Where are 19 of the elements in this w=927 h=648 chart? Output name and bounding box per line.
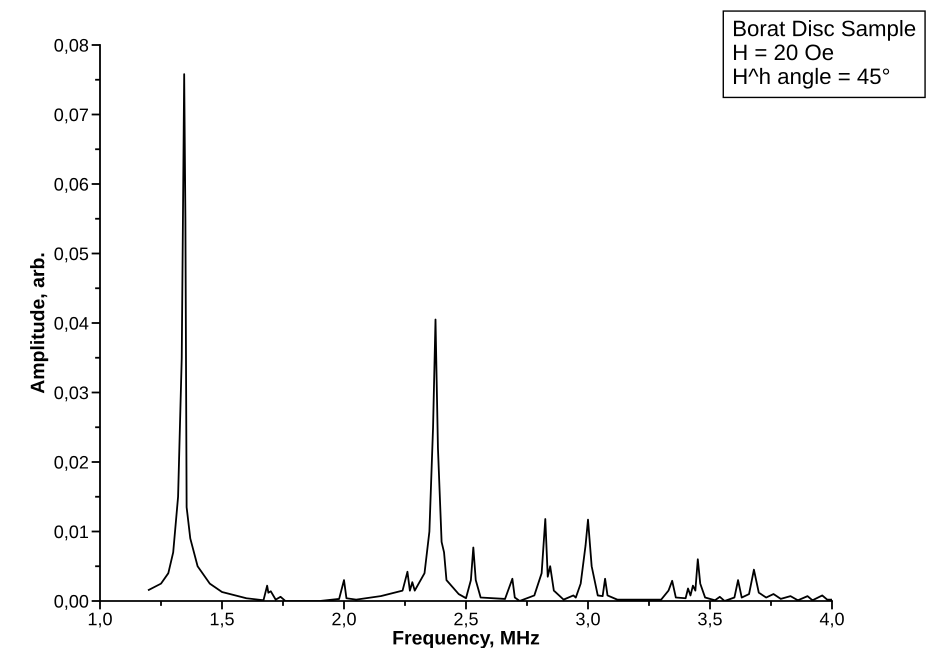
x-tick-label: 2,5 xyxy=(454,612,478,628)
y-axis-title: Amplitude, arb. xyxy=(30,254,48,394)
y-tick-label: 0,06 xyxy=(54,178,88,193)
y-tick-label: 0,01 xyxy=(54,525,88,540)
y-tick-label: 0,07 xyxy=(54,108,88,124)
x-tick-label: 2,0 xyxy=(332,612,356,628)
x-tick-label: 3,0 xyxy=(576,612,600,628)
annotation: Borat Disc Sample H = 20 Oe H^h angle = 45° xyxy=(734,20,916,89)
y-tick-label: 0,00 xyxy=(54,594,88,610)
x-tick-label: 1,0 xyxy=(88,612,112,628)
x-tick-label: 3,5 xyxy=(698,612,722,628)
x-axis-title: Frequency, MHz xyxy=(393,631,540,648)
y-tick-label: 0,08 xyxy=(54,38,88,54)
x-tick-label: 1,5 xyxy=(210,612,234,628)
x-tick-label: 4,0 xyxy=(820,612,844,628)
y-tick-label: 0,03 xyxy=(54,386,88,402)
y-tick-label: 0,04 xyxy=(54,316,88,332)
y-tick-label: 0,05 xyxy=(54,247,88,262)
y-tick-label: 0,02 xyxy=(54,456,88,471)
